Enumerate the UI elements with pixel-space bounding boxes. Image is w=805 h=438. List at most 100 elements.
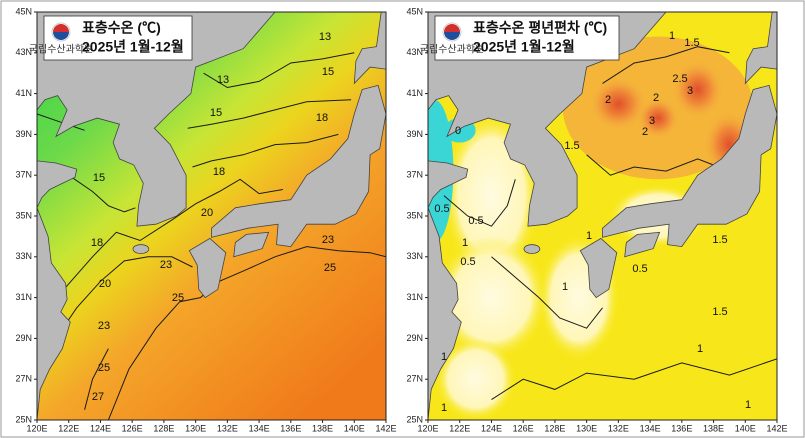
contour-label: 3	[649, 115, 655, 127]
lon-label: 128E	[544, 423, 565, 433]
lon-label: 138E	[312, 423, 333, 433]
high-anomaly	[589, 77, 647, 131]
lat-label: 43N	[406, 47, 423, 57]
lat-label: 27N	[15, 374, 32, 384]
contour-label: 1.5	[684, 37, 699, 49]
map-area	[428, 12, 777, 420]
lon-label: 120E	[417, 423, 438, 433]
logo-text: 국립수산과학원	[29, 43, 93, 56]
lat-label: 37N	[15, 170, 32, 180]
lat-label: 29N	[406, 333, 423, 343]
land	[428, 12, 667, 420]
contour-line	[187, 99, 352, 129]
lat-label: 45N	[15, 6, 32, 16]
lon-label: 124E	[481, 423, 502, 433]
contour-line	[491, 256, 603, 329]
logo-red	[444, 24, 460, 32]
logo-text: 국립수산과학원	[420, 43, 484, 56]
land	[624, 231, 661, 258]
contour-label: 1	[586, 230, 592, 242]
contour-line	[203, 52, 355, 89]
lon-label: 128E	[153, 423, 174, 433]
land	[602, 84, 777, 248]
lat-label: 43N	[15, 47, 32, 57]
panel-period: 2025년 1월-12월	[473, 39, 575, 55]
contour-line	[68, 174, 136, 213]
contour-label: 3	[687, 85, 693, 97]
lon-label: 124E	[90, 423, 111, 433]
contour-label: 13	[217, 74, 229, 86]
contour-label: 25	[98, 362, 110, 374]
contour-label: 0.5	[434, 203, 449, 215]
land	[579, 237, 618, 299]
contour-label: 1.5	[564, 140, 579, 152]
map-panel: 13 15 13 15 18 15 18 20 18 23 23 25 20 25 23 25 27 45N 43N…	[15, 6, 396, 433]
contour-label: 15	[93, 172, 105, 184]
lat-label: 33N	[406, 251, 423, 261]
contour-label: 1	[697, 343, 703, 355]
lat-label: 25N	[406, 414, 423, 424]
contour-label: 2.5	[672, 73, 687, 85]
logo-blue	[53, 32, 69, 40]
title-box	[434, 15, 620, 61]
lat-label: 29N	[15, 333, 32, 343]
panel-period: 2025년 1월-12월	[82, 39, 184, 55]
contour-line	[586, 154, 730, 176]
lat-label: 37N	[406, 170, 423, 180]
low-anomaly	[435, 338, 516, 420]
contour-line	[84, 348, 109, 410]
contour-line	[37, 113, 85, 131]
high-anomaly	[637, 97, 679, 139]
panel-title: 표층수온 (℃)	[82, 20, 161, 36]
land	[132, 244, 150, 254]
logo-blue	[444, 32, 460, 40]
contour-line	[65, 178, 283, 288]
contour-label: 0.5	[468, 215, 483, 227]
lon-label: 138E	[703, 423, 724, 433]
contour-label: 0	[455, 125, 461, 137]
land	[353, 12, 386, 85]
title-box	[43, 15, 193, 61]
lat-label: 31N	[15, 292, 32, 302]
contour-label: 1	[441, 351, 447, 363]
contour-label: 2	[642, 126, 648, 138]
contour-label: 1	[441, 402, 447, 414]
contour-label: 18	[213, 166, 225, 178]
contour-label: 1	[745, 399, 751, 411]
lat-label: 31N	[406, 292, 423, 302]
lon-label: 134E	[640, 423, 661, 433]
contour-label: 0.5	[460, 256, 475, 268]
contour-label: 2	[653, 92, 659, 104]
contour-label: 23	[322, 234, 334, 246]
lat-label: 27N	[406, 374, 423, 384]
lon-label: 126E	[122, 423, 143, 433]
contour-line	[107, 246, 386, 420]
lat-label: 25N	[15, 414, 32, 424]
lat-label: 41N	[15, 88, 32, 98]
contour-label: 18	[316, 112, 328, 124]
contour-label: 2	[605, 94, 611, 106]
lon-label: 136E	[671, 423, 692, 433]
contour-line	[602, 46, 730, 84]
contour-label: 1.5	[712, 306, 727, 318]
contour-label: 18	[91, 237, 103, 249]
contour-label: 25	[172, 292, 184, 304]
lat-label: 35N	[15, 210, 32, 220]
lon-label: 130E	[185, 423, 206, 433]
low-anomaly	[435, 236, 547, 359]
contour-label: 23	[98, 320, 110, 332]
logo-red	[53, 24, 69, 32]
land	[233, 231, 270, 258]
contour-label: 1	[462, 237, 468, 249]
lat-label: 35N	[406, 210, 423, 220]
lon-label: 134E	[249, 423, 270, 433]
lon-label: 140E	[344, 423, 365, 433]
lon-label: 142E	[766, 423, 787, 433]
contour-label: 20	[99, 278, 111, 290]
map-area	[37, 12, 386, 420]
contour-label: 1.5	[712, 234, 727, 246]
contour-label: 13	[319, 31, 331, 43]
